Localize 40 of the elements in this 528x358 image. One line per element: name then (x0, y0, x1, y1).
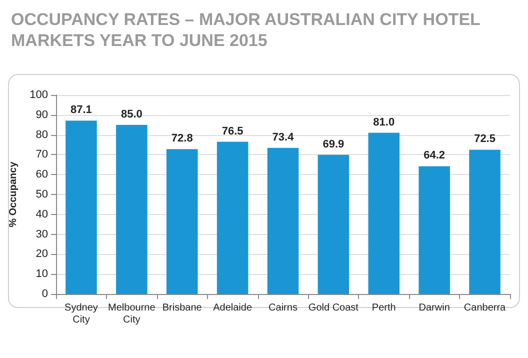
x-tick-label: Perth (372, 302, 396, 314)
y-tick-label: 80 (36, 128, 48, 141)
x-tick-label: Gold Coast (308, 302, 359, 314)
x-tick-label: Darwin (418, 302, 450, 314)
data-label: 73.4 (272, 131, 295, 144)
data-label: 87.1 (70, 104, 92, 116)
bar (418, 166, 450, 294)
bar (318, 154, 350, 294)
bar (216, 142, 248, 294)
y-tick-label: 0 (42, 288, 48, 300)
bar (469, 150, 500, 294)
y-tick-label: 100 (30, 89, 48, 101)
bar (66, 120, 97, 294)
y-tick-label: 70 (36, 148, 48, 161)
x-tick-label: Cairns (268, 302, 298, 314)
x-tick-label: Melbourne City (108, 302, 156, 326)
data-label: 76.5 (222, 125, 244, 138)
bar (116, 124, 148, 294)
y-tick-label: 40 (36, 208, 48, 220)
data-label: 64.2 (424, 150, 446, 162)
data-label: 81.0 (373, 116, 395, 128)
data-label: 69.9 (322, 138, 344, 150)
data-label: 72.8 (171, 132, 193, 145)
y-tick-label: 20 (36, 248, 48, 260)
y-axis-title: % Occupancy (8, 161, 20, 228)
x-tick-label: Brisbane (162, 302, 202, 314)
bar (267, 148, 299, 294)
y-tick-label: 50 (36, 188, 48, 200)
y-tick-label: 60 (36, 168, 48, 181)
x-tick-label: Adelaide (213, 302, 252, 314)
x-tick-label: Sydney City (64, 302, 98, 326)
x-tick-label: Canberra (464, 302, 506, 314)
y-tick-label: 10 (36, 268, 48, 280)
data-label: 85.0 (120, 108, 142, 120)
data-label: 72.5 (474, 133, 496, 146)
y-tick-label: 90 (36, 108, 48, 121)
chart-title: OCCUPANCY RATES – MAJOR AUSTRALIAN CITY HOTEL MARKETS YEAR TO JUNE 2015 (11, 10, 480, 50)
bar (166, 149, 198, 294)
bar (368, 132, 400, 294)
y-tick-label: 30 (36, 228, 48, 240)
